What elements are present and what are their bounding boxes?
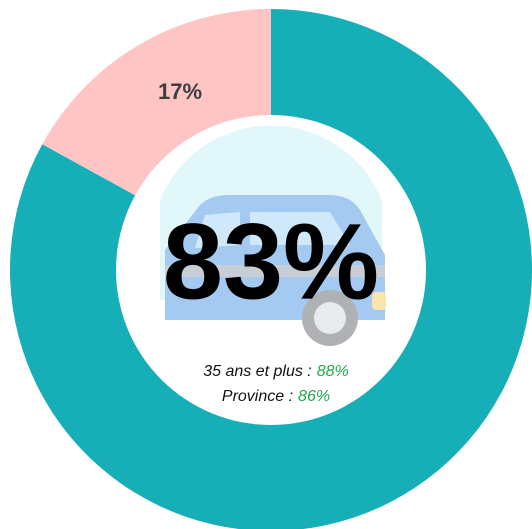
annotations: 35 ans et plus : 88% Province : 86%	[203, 363, 349, 405]
annotation-text: 35 ans et plus :	[203, 363, 312, 380]
car-stripe	[165, 265, 385, 277]
headlight	[372, 292, 386, 310]
annotation-value: 88%	[317, 363, 349, 380]
annotation-value: 86%	[298, 388, 330, 405]
annotation: Province : 86%	[222, 388, 330, 405]
annotation: 35 ans et plus : 88%	[203, 363, 349, 380]
car-illustration	[160, 125, 386, 346]
annotation-text: Province :	[222, 388, 293, 405]
hub	[314, 302, 346, 334]
segments	[10, 9, 532, 529]
donut-segment	[10, 9, 532, 529]
center-label: 83%	[163, 201, 379, 322]
car-window	[195, 212, 350, 248]
donut-segment	[42, 9, 272, 198]
segment-label: 17%	[158, 79, 202, 104]
